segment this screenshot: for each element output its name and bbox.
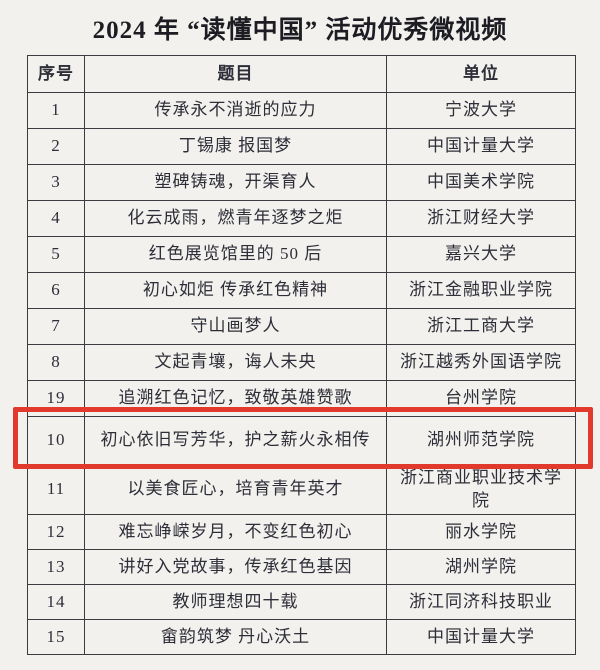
row-unit: 台州学院	[386, 380, 576, 417]
table-row: 2 丁锡康 报国梦 中国计量大学	[27, 128, 576, 165]
table-row: 7 守山画梦人 浙江工商大学	[27, 308, 576, 345]
row-number: 14	[27, 584, 85, 620]
row-number: 11	[27, 464, 85, 515]
row-title: 传承永不消逝的应力	[84, 92, 387, 129]
row-title: 初心依旧写芳华，护之薪火永相传	[84, 416, 387, 465]
row-unit: 丽水学院	[386, 514, 576, 550]
row-unit: 中国计量大学	[386, 128, 576, 165]
row-number: 4	[27, 200, 85, 237]
row-title: 畲韵筑梦 丹心沃土	[84, 619, 387, 655]
row-title: 丁锡康 报国梦	[84, 128, 387, 165]
table-row: 4 化云成雨，燃青年逐梦之炬 浙江财经大学	[27, 200, 576, 237]
row-number: 10	[27, 416, 85, 465]
table-row: 19 追溯红色记忆，致敬英雄赞歌 台州学院	[27, 380, 576, 417]
row-title: 塑碑铸魂，开渠育人	[84, 164, 387, 201]
table-row: 1 传承永不消逝的应力 宁波大学	[27, 92, 576, 129]
table-header-row: 序号 题目 单位	[27, 55, 576, 93]
row-number: 12	[27, 514, 85, 550]
table-row: 5 红色展览馆里的 50 后 嘉兴大学	[27, 236, 576, 273]
row-number: 6	[27, 272, 85, 309]
table-row: 15 畲韵筑梦 丹心沃土 中国计量大学	[27, 619, 576, 655]
row-number: 7	[27, 308, 85, 345]
row-title: 守山画梦人	[84, 308, 387, 345]
row-title: 红色展览馆里的 50 后	[84, 236, 387, 273]
row-title: 化云成雨，燃青年逐梦之炬	[84, 200, 387, 237]
header-title: 题目	[84, 55, 387, 93]
row-number: 15	[27, 619, 85, 655]
row-title: 文起青壤，诲人未央	[84, 344, 387, 381]
row-unit: 浙江财经大学	[386, 200, 576, 237]
table-row: 14 教师理想四十载 浙江同济科技职业	[27, 584, 576, 620]
row-title: 难忘峥嵘岁月，不变红色初心	[84, 514, 387, 550]
row-number: 3	[27, 164, 85, 201]
row-number: 5	[27, 236, 85, 273]
table-row: 3 塑碑铸魂，开渠育人 中国美术学院	[27, 164, 576, 201]
row-number: 13	[27, 549, 85, 585]
row-unit: 宁波大学	[386, 92, 576, 129]
row-number: 8	[27, 344, 85, 381]
row-number: 2	[27, 128, 85, 165]
table-row: 12 难忘峥嵘岁月，不变红色初心 丽水学院	[27, 514, 576, 550]
row-number: 1	[27, 92, 85, 129]
row-title: 追溯红色记忆，致敬英雄赞歌	[84, 380, 387, 417]
page-title: 2024 年 “读懂中国” 活动优秀微视频	[92, 17, 508, 44]
award-table: 序号 题目 单位 1 传承永不消逝的应力 宁波大学 2 丁锡康 报国梦 中国计量…	[27, 55, 576, 655]
table-row: 13 讲好入党故事，传承红色基因 湖州学院	[27, 549, 576, 585]
row-title: 以美食匠心，培育青年英才	[84, 464, 387, 515]
row-unit: 中国计量大学	[386, 619, 576, 655]
row-unit: 浙江越秀外国语学院	[386, 344, 576, 381]
row-unit: 浙江同济科技职业	[386, 584, 576, 620]
row-unit: 湖州师范学院	[386, 416, 576, 465]
row-title: 讲好入党故事，传承红色基因	[84, 549, 387, 585]
row-unit: 湖州学院	[386, 549, 576, 585]
row-unit: 浙江商业职业技术学院	[386, 464, 576, 515]
row-unit: 嘉兴大学	[386, 236, 576, 273]
table-row: 8 文起青壤，诲人未央 浙江越秀外国语学院	[27, 344, 576, 381]
row-number: 19	[27, 380, 85, 417]
table-row: 6 初心如炬 传承红色精神 浙江金融职业学院	[27, 272, 576, 309]
row-unit: 浙江工商大学	[386, 308, 576, 345]
row-title: 初心如炬 传承红色精神	[84, 272, 387, 309]
table-row: 10 初心依旧写芳华，护之薪火永相传 湖州师范学院	[27, 416, 576, 465]
table-row: 11 以美食匠心，培育青年英才 浙江商业职业技术学院	[27, 464, 576, 515]
row-title: 教师理想四十载	[84, 584, 387, 620]
header-no: 序号	[27, 55, 85, 93]
header-unit: 单位	[386, 55, 576, 93]
row-unit: 浙江金融职业学院	[386, 272, 576, 309]
row-unit: 中国美术学院	[386, 164, 576, 201]
